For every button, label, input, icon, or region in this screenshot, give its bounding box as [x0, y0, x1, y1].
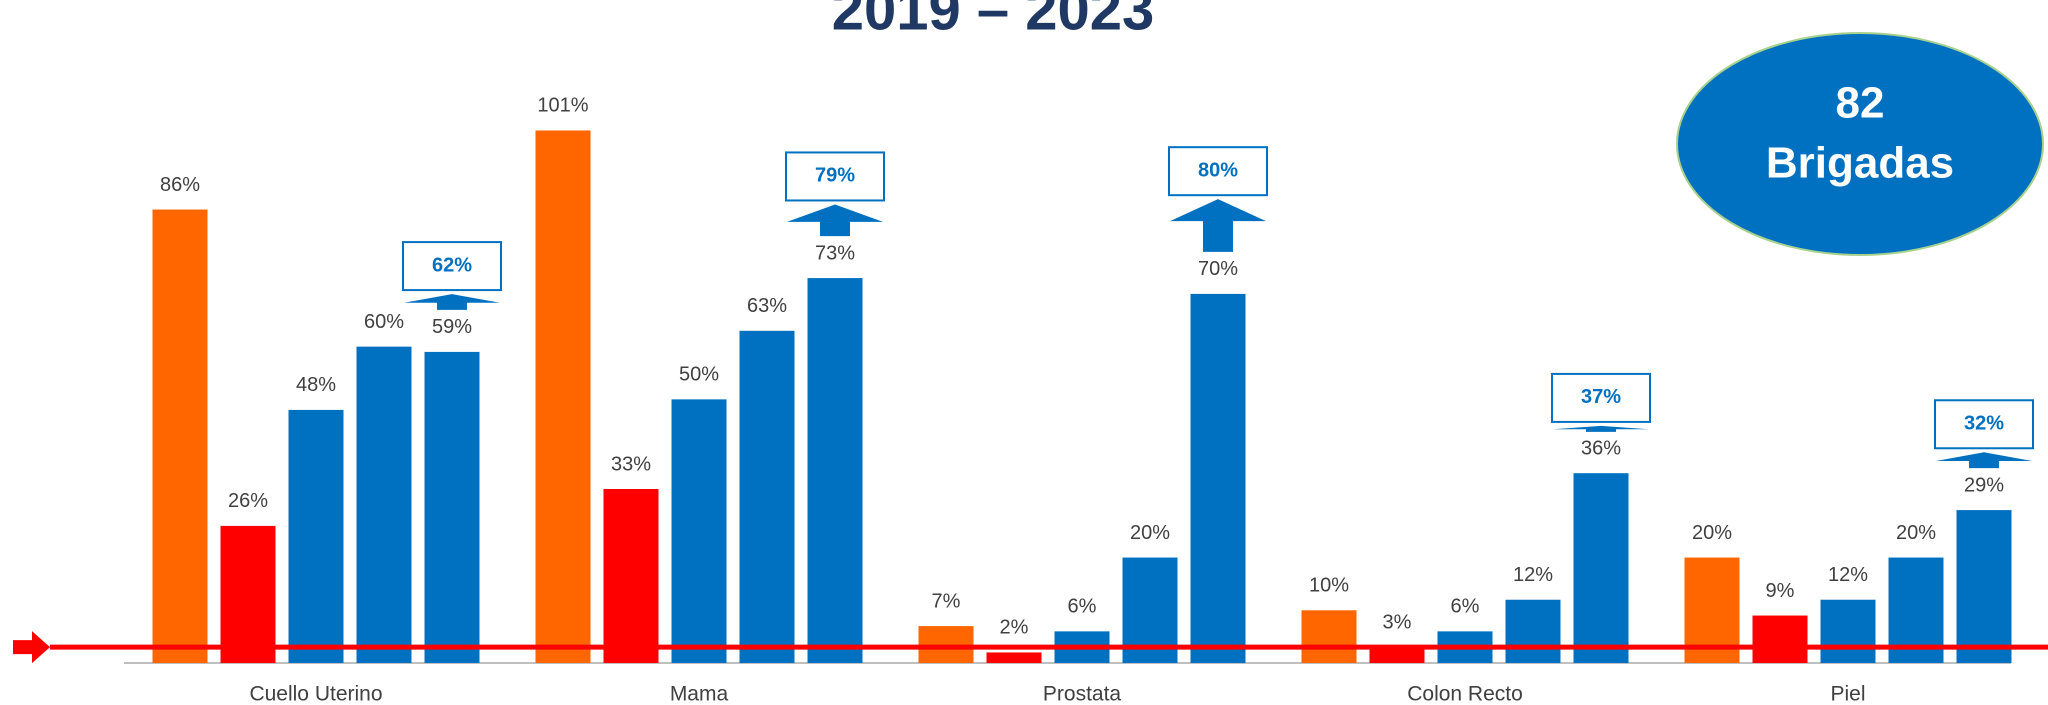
bar: [288, 409, 344, 663]
bar: [356, 346, 412, 663]
badge: [1676, 32, 2044, 256]
x-tick-label: Cuello Uterino: [249, 683, 382, 705]
target-arrow: [787, 204, 883, 237]
reference-arrow: [13, 631, 50, 664]
value-label: 101%: [537, 95, 588, 117]
value-label: 63%: [747, 295, 787, 317]
bar: [918, 626, 974, 663]
bar: [603, 489, 659, 663]
bar: [807, 278, 863, 663]
value-label: 2%: [1000, 617, 1029, 639]
value-label: 6%: [1451, 596, 1480, 618]
bar: [535, 130, 591, 664]
bar: [1190, 293, 1246, 663]
target-box: [785, 151, 885, 202]
value-label: 12%: [1828, 564, 1868, 586]
badge-label: Brigadas: [1766, 139, 1954, 188]
target-box: [1168, 146, 1268, 197]
target-box: [1551, 372, 1651, 423]
value-label: 70%: [1198, 258, 1238, 280]
value-label: 73%: [815, 242, 855, 264]
bar: [1956, 510, 2012, 663]
value-label: 50%: [679, 364, 719, 386]
value-label: 86%: [160, 174, 200, 196]
value-label: 48%: [296, 374, 336, 396]
x-tick-label: Colon Recto: [1407, 683, 1523, 705]
bar: [1369, 647, 1425, 663]
bar: [1301, 610, 1357, 663]
x-tick-label: Mama: [670, 683, 729, 705]
target-box: [1934, 399, 2034, 450]
value-label: 12%: [1513, 564, 1553, 586]
bar: [1752, 615, 1808, 663]
value-label: 60%: [364, 311, 404, 333]
badge-value: 82: [1836, 79, 1885, 128]
value-label: 36%: [1581, 437, 1621, 459]
value-label: 20%: [1130, 522, 1170, 544]
value-label: 10%: [1309, 575, 1349, 597]
bar: [424, 351, 480, 663]
bar: [152, 209, 208, 663]
value-label: 59%: [432, 316, 472, 338]
target-arrow: [1553, 425, 1649, 432]
value-label: 20%: [1896, 522, 1936, 544]
target-label: 80%: [1198, 159, 1238, 181]
value-label: 6%: [1068, 596, 1097, 618]
bar: [220, 525, 276, 663]
bar: [739, 330, 795, 663]
value-label: 7%: [932, 590, 961, 612]
value-label: 3%: [1383, 611, 1412, 633]
target-arrow: [1170, 199, 1266, 252]
value-label: 29%: [1964, 474, 2004, 496]
value-label: 20%: [1692, 522, 1732, 544]
bar: [1505, 599, 1561, 663]
x-tick-label: Prostata: [1043, 683, 1122, 705]
target-arrow: [404, 294, 500, 310]
value-label: 26%: [228, 490, 268, 512]
target-label: 37%: [1581, 386, 1621, 408]
target-arrow: [1936, 452, 2032, 469]
target-label: 79%: [815, 165, 855, 187]
target-box: [402, 241, 502, 292]
target-label: 62%: [432, 254, 472, 276]
bar: [1820, 599, 1876, 663]
value-label: 9%: [1766, 580, 1795, 602]
x-tick-label: Piel: [1830, 683, 1865, 705]
bar: [671, 399, 727, 663]
bar: [1573, 473, 1629, 663]
value-label: 33%: [611, 453, 651, 475]
bar: [986, 652, 1042, 663]
chart-title: 2019 – 2023: [832, 0, 1155, 42]
target-label: 32%: [1964, 413, 2004, 435]
